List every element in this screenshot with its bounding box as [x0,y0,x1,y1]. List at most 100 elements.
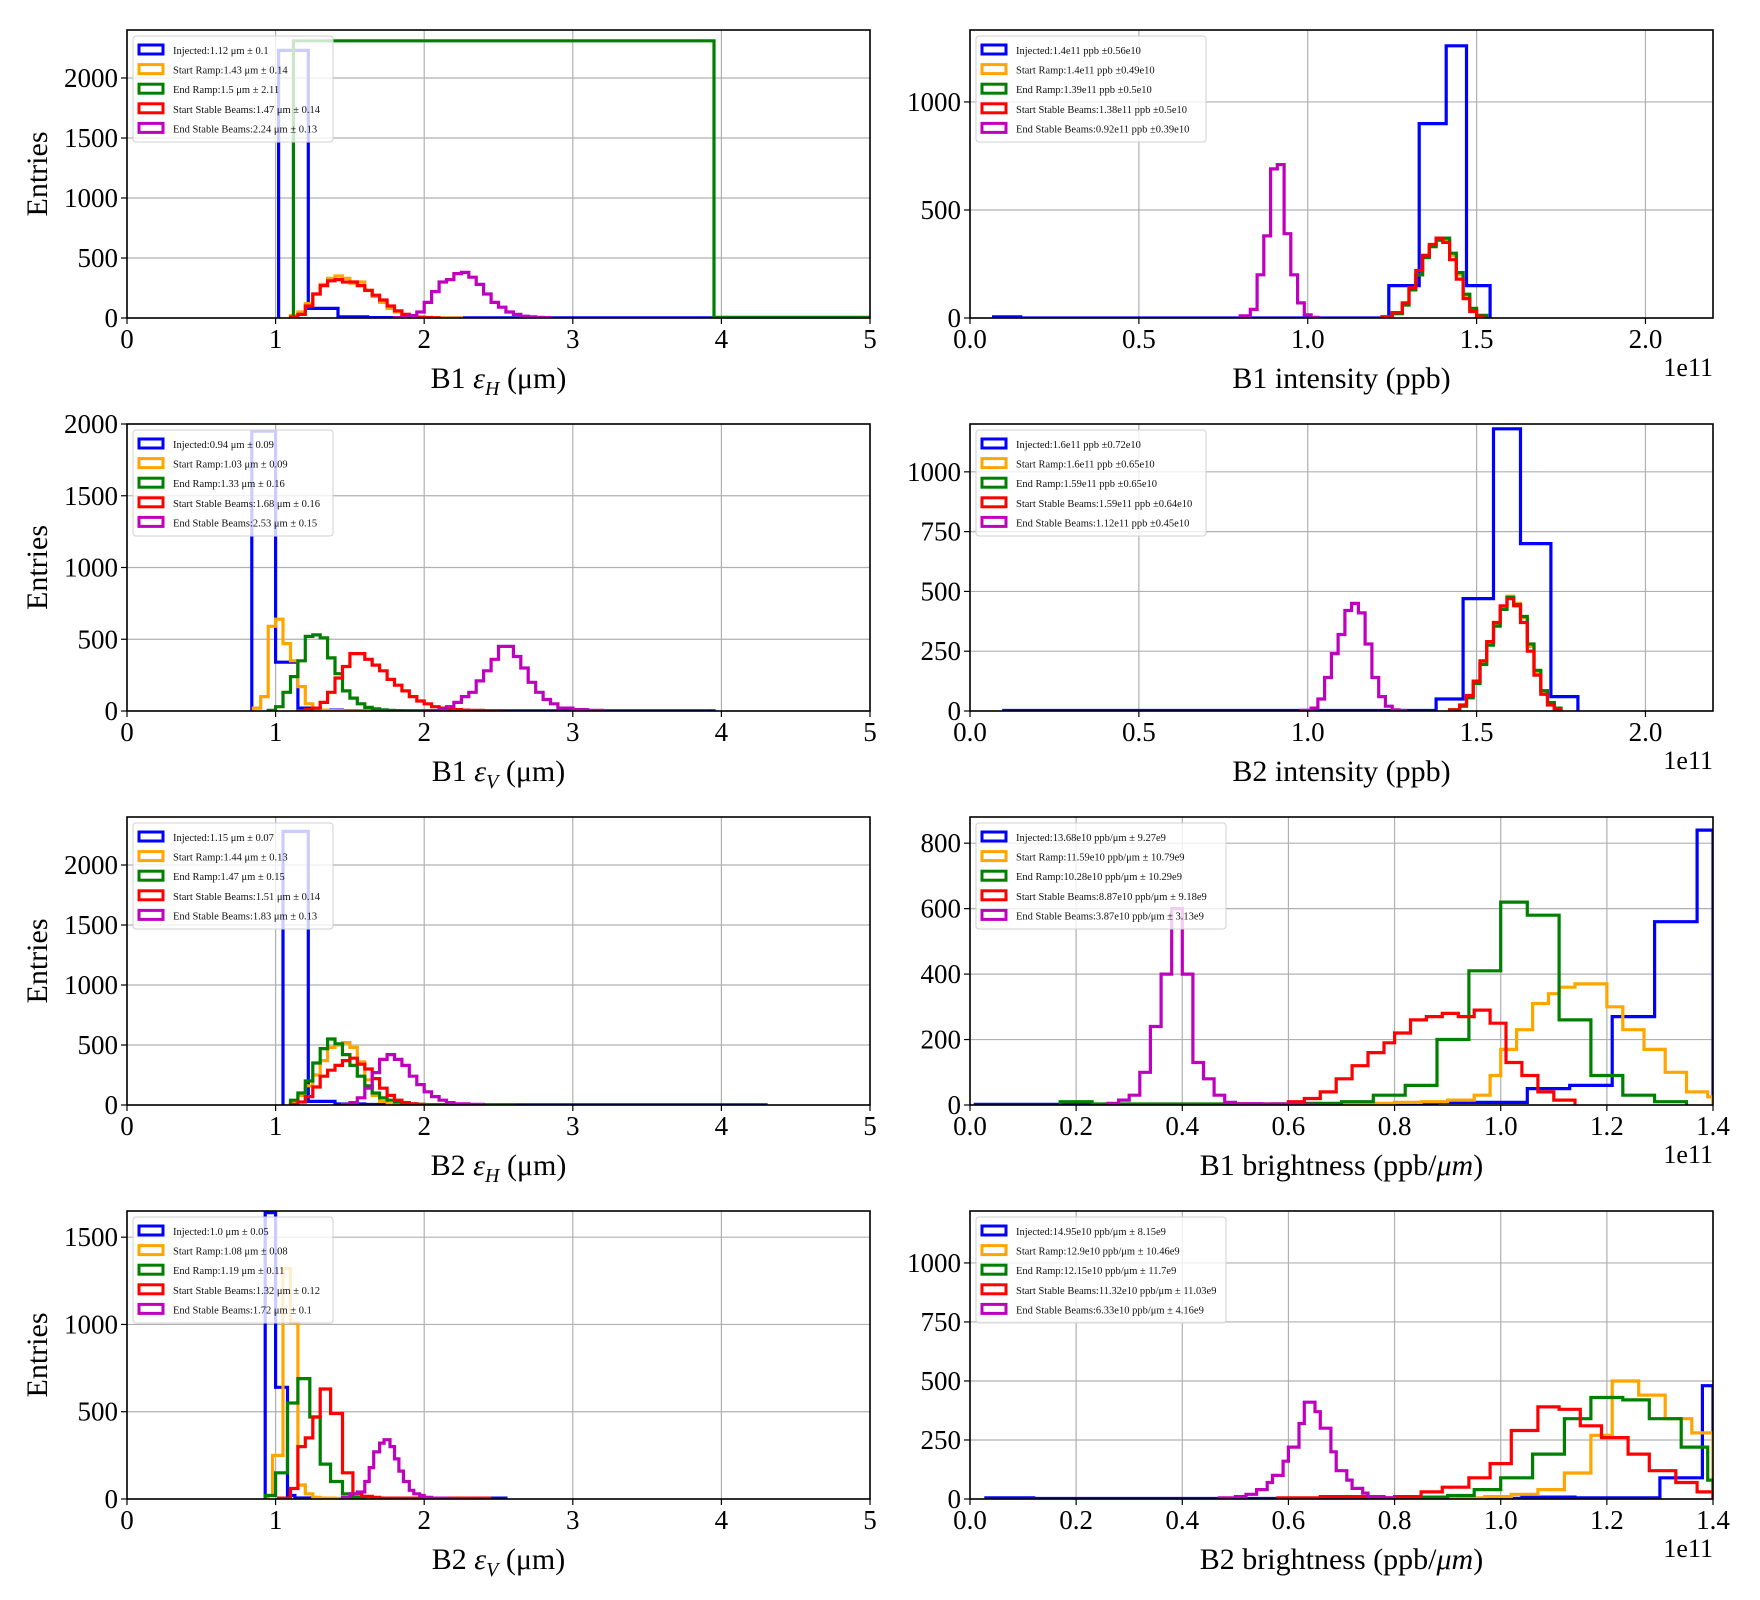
legend-swatch [137,496,165,509]
x-tick-label: 3 [566,1111,580,1141]
legend-item: Start Ramp:1.43 μm ± 0.14 [137,63,288,77]
legend-item: Injected:1.0 μm ± 0.05 [137,1224,269,1238]
x-tick-label: 2.0 [1629,324,1663,354]
x-tick-label: 1 [269,324,283,354]
legend-swatch [980,850,1008,863]
legend-item: Start Stable Beams:8.87e10 ppb/μm ± 9.18… [980,889,1207,903]
legend-item: End Stable Beams:2.53 μm ± 0.15 [137,515,317,529]
legend: Injected:1.6e11 ppb ±0.72e10 Start Ramp:1… [975,429,1207,537]
legend-swatch [980,43,1008,56]
legend-item: Start Stable Beams:1.47 μm ± 0.14 [137,102,321,116]
legend-swatch [980,515,1008,528]
y-tick-label: 1000 [64,1309,118,1339]
legend-item: End Stable Beams:1.83 μm ± 0.13 [137,908,317,922]
axes-frame [969,816,1714,1106]
legend-item: Injected:0.94 μm ± 0.09 [137,437,274,451]
legend-swatch [137,1302,165,1315]
legend: Injected:0.94 μm ± 0.09 Start Ramp:1.03 μ… [132,429,334,537]
y-tick-label: 1000 [64,970,118,1000]
legend-label: Start Stable Beams:11.32e10 ppb/μm ± 11.… [1016,1286,1216,1297]
y-tick-label: 500 [921,195,962,225]
x-tick-label: 5 [863,1111,877,1141]
y-tick-label: 1500 [64,123,118,153]
legend-item: Start Stable Beams:1.59e11 ppb ±0.64e10 [980,496,1192,510]
legend-label: Injected:0.94 μm ± 0.09 [173,440,274,451]
x-tick-label: 5 [863,324,877,354]
legend-item: End Ramp:1.59e11 ppb ±0.65e10 [980,476,1157,490]
legend-label: End Ramp:1.5 μm ± 2.11 [173,85,279,96]
legend-swatch [137,437,165,450]
legend-label: End Ramp:1.39e11 ppb ±0.5e10 [1016,85,1152,96]
legend-item: End Stable Beams:0.92e11 ppb ±0.39e10 [980,121,1189,135]
x-axis-label-unit: (μm) [498,755,565,788]
x-tick-label: 0.0 [953,1111,987,1141]
legend-swatch [137,869,165,882]
y-tick-label: 500 [78,1030,119,1060]
legend-swatch [980,1263,1008,1276]
legend-swatch [137,1244,165,1257]
x-axis-label-main: B2 [432,1543,475,1576]
legend-label: Injected:1.15 μm ± 0.07 [173,833,274,844]
legend-label: End Stable Beams:2.53 μm ± 0.15 [173,518,317,529]
y-tick-label: 600 [921,894,962,924]
x-tick-label: 0.0 [953,1505,987,1535]
y-tick-label: 500 [78,1397,119,1427]
legend-item: End Ramp:1.47 μm ± 0.15 [137,869,285,883]
x-axis-label-subscript: H [484,1165,501,1187]
legend-box [132,1216,334,1324]
legend-item: End Stable Beams:1.12e11 ppb ±0.45e10 [980,515,1189,529]
x-tick-label: 2 [417,1111,431,1141]
legend-item: Injected:1.15 μm ± 0.07 [137,830,274,844]
legend-item: Injected:1.12 μm ± 0.1 [137,43,269,57]
histogram-end-stable-beams [422,644,605,711]
legend-label: Start Ramp:11.59e10 ppb/μm ± 10.79e9 [1016,853,1185,864]
x-axis-label-unit: (μm) [499,1149,566,1182]
x-axis-label-unit: (μm) [498,1543,565,1576]
legend-box [975,429,1207,537]
legend-item: Start Ramp:1.44 μm ± 0.13 [137,850,288,864]
x-tick-label: 1.0 [1484,1111,1518,1141]
panel-b2-ev: 0 1 2 3 4 5 0 500 1000 1500 B2 εV (μm) Entries Injec… [21,1210,877,1581]
y-tick-label: 2000 [64,63,118,93]
legend-label: Start Stable Beams:1.47 μm ± 0.14 [173,105,321,116]
legend: Injected:1.0 μm ± 0.05 Start Ramp:1.08 μm… [132,1216,334,1324]
histogram-injected [984,1384,1713,1499]
legend-label: Start Stable Beams:1.68 μm ± 0.16 [173,499,320,510]
y-tick-label: 250 [921,1425,962,1455]
legend-item: End Ramp:1.19 μm ± 0.11 [137,1263,284,1277]
legend-box [132,822,334,930]
series-group [973,828,1713,1105]
legend-item: Start Ramp:12.9e10 ppb/μm ± 10.46e9 [980,1244,1180,1258]
histogram-start-stable-beams [1448,597,1563,711]
x-tick-label: 4 [715,717,729,747]
axes-frame [126,816,871,1106]
histogram-start-stable-beams [1270,1008,1577,1105]
x-axis-label: B2 εV (μm) [432,1543,565,1581]
panel-b1-brightness: 0.0 0.2 0.4 0.6 0.8 1.0 1.2 1.4 0 200 400 600 800 B1 … [921,816,1730,1182]
legend-swatch [980,1244,1008,1257]
legend-label: End Ramp:1.19 μm ± 0.11 [173,1266,284,1277]
panel-b2-intensity: 0.0 0.5 1.0 1.5 2.0 0 250 500 750 1000 B2 intensit… [907,423,1714,788]
x-tick-label: 3 [566,324,580,354]
y-tick-label: 1000 [907,87,961,117]
y-tick-label: 0 [105,1484,119,1514]
legend-label: Start Stable Beams:8.87e10 ppb/μm ± 9.18… [1016,892,1207,903]
x-tick-label: 0.0 [953,717,987,747]
legend-label: Injected:13.68e10 ppb/μm ± 9.27e9 [1016,833,1166,844]
x-tick-label: 4 [715,1505,729,1535]
series-group [992,44,1492,318]
legend-swatch [137,1224,165,1237]
x-axis-offset-label: 1e11 [1663,1534,1713,1563]
legend-swatch [980,102,1008,115]
panel-b1-eh: 0 1 2 3 4 5 0 500 1000 1500 2000 B1 εH (μm) Entries I… [21,29,877,400]
x-axis-label-symbol: ε [473,362,485,395]
legend-item: Start Stable Beams:1.32 μm ± 0.12 [137,1283,320,1297]
legend: Injected:1.15 μm ± 0.07 Start Ramp:1.44 μ… [132,822,334,930]
histogram-start-ramp [1339,982,1713,1105]
y-axis-label: Entries [21,525,54,610]
legend-item: End Stable Beams:1.72 μm ± 0.1 [137,1302,312,1316]
histogram-start-ramp [288,274,463,318]
y-tick-label: 0 [948,1090,962,1120]
x-axis-label: B1 εV (μm) [432,755,565,793]
